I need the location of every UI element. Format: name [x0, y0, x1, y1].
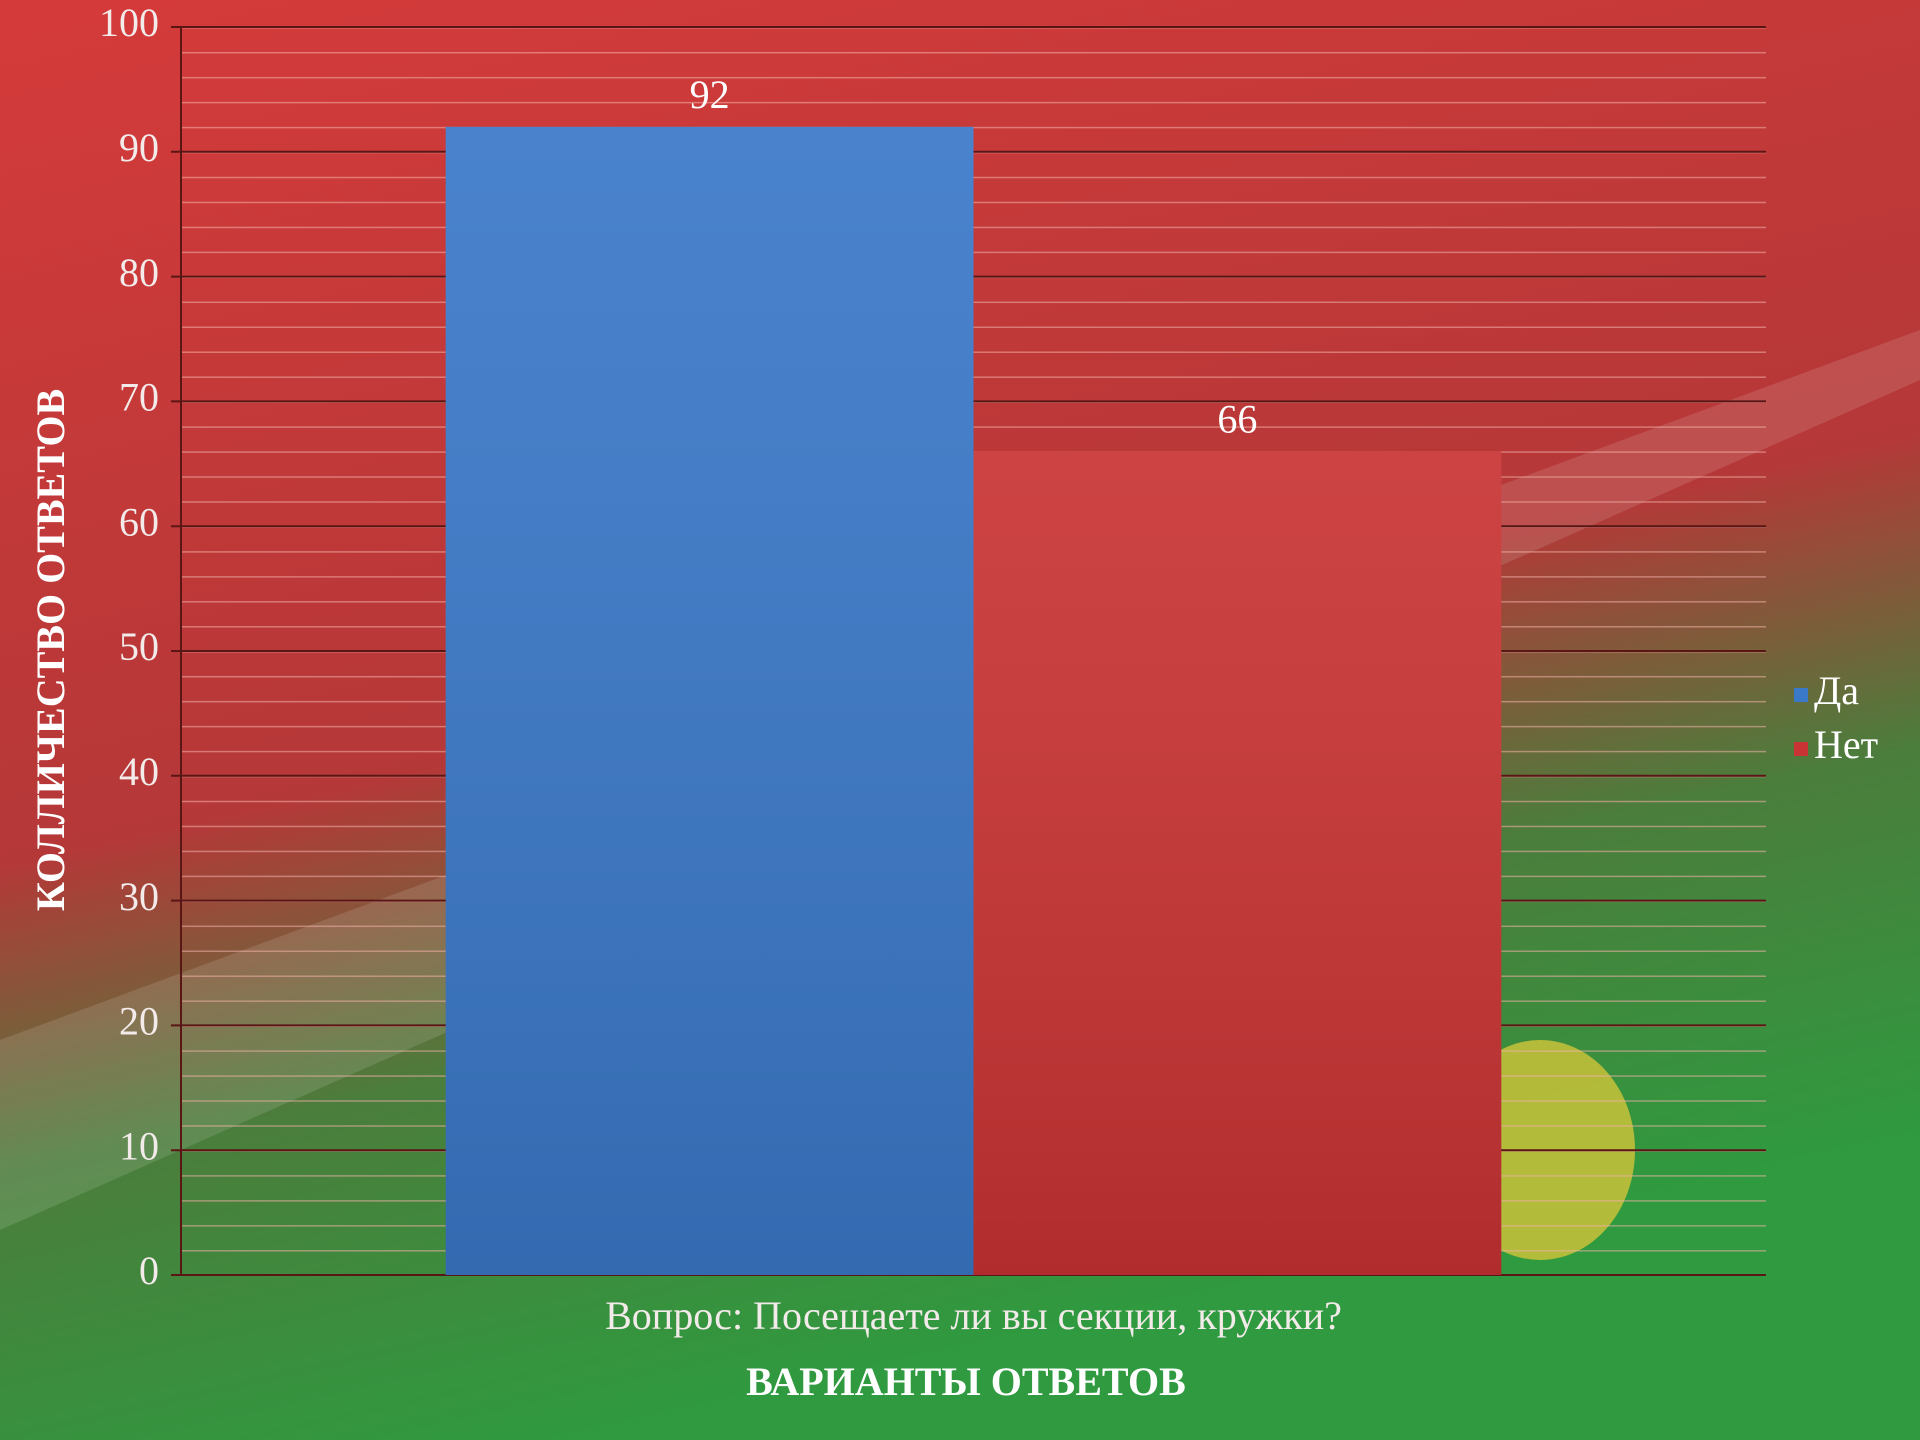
y-tick-label: 30 — [119, 874, 159, 919]
plot: 0 10 20 30 40 50 60 70 80 90 100 Вопрос: Посещаете … — [99, 0, 1766, 1338]
bar-shade — [973, 451, 1502, 1275]
legend-label: Да — [1814, 668, 1859, 713]
y-tick-label: 70 — [119, 375, 159, 420]
y-tick-label: 20 — [119, 999, 159, 1044]
y-tick-label: 50 — [119, 624, 159, 669]
y-tick-label: 100 — [99, 0, 159, 45]
y-tick-label: 80 — [119, 250, 159, 295]
y-tick-label: 10 — [119, 1123, 159, 1168]
bar-shade — [445, 126, 974, 1276]
y-axis-title: КОЛЛИЧЕСТВО ОТВЕТОВ — [28, 389, 73, 911]
data-label: 66 — [1217, 396, 1257, 441]
legend-label: Нет — [1814, 722, 1878, 767]
x-axis-title: ВАРИАНТЫ ОТВЕТОВ — [746, 1359, 1186, 1404]
y-tick-label: 0 — [139, 1248, 159, 1293]
legend-marker — [1794, 688, 1808, 702]
y-tick-label: 60 — [119, 499, 159, 544]
x-tick-label: Вопрос: Посещаете ли вы секции, кружки? — [605, 1293, 1342, 1338]
legend-marker — [1794, 742, 1808, 756]
y-tick-label: 40 — [119, 749, 159, 794]
y-tick-label: 90 — [119, 125, 159, 170]
data-label: 92 — [690, 72, 730, 117]
